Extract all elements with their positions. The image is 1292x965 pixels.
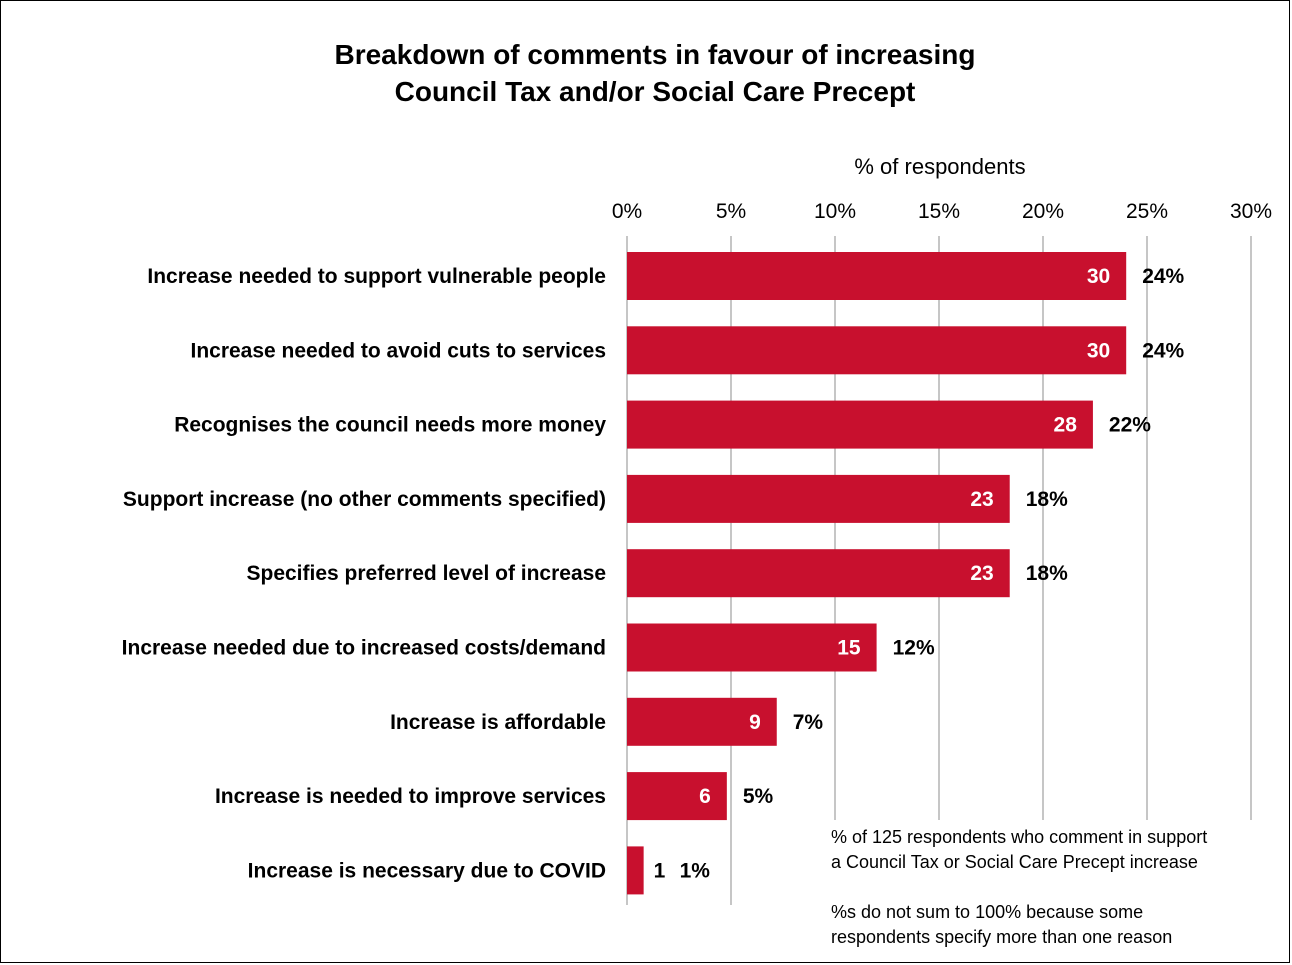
category-label: Support increase (no other comments spec… [123,488,606,511]
bar-count-label: 15 [837,637,861,660]
x-tick-label: 15% [918,200,960,223]
bar [627,623,877,672]
bar [627,697,777,746]
bar-percent-label: 24% [1142,265,1184,288]
bar [627,252,1127,300]
category-label: Increase needed due to increased costs/d… [122,637,606,660]
bar-percent-label: 1% [680,859,711,882]
bar-count-label: 23 [970,562,993,585]
bar-layer: Increase needed to support vulnerable pe… [122,252,1185,895]
bar-percent-label: 18% [1026,488,1068,511]
bar-count-label: 1 [654,859,666,882]
bar-percent-label: 7% [793,711,824,734]
chart-title-line-2: Council Tax and/or Social Care Precept [395,76,916,107]
bar-percent-label: 5% [743,785,774,808]
x-tick-label: 30% [1230,200,1272,223]
bar-count-label: 23 [970,488,993,511]
note-layer: % of 125 respondents who comment in supp… [824,820,1286,955]
bar-count-label: 30 [1087,265,1110,288]
bar-count-label: 9 [749,711,761,734]
bar [627,400,1093,449]
bar [627,326,1127,375]
bar-count-label: 30 [1087,339,1110,362]
bar [627,772,727,821]
x-tick-label: 25% [1126,200,1168,223]
x-tick-label: 0% [612,200,642,223]
x-tick-label: 10% [814,200,856,223]
category-label: Increase needed to support vulnerable pe… [147,265,606,288]
bar [627,846,644,895]
footnote-line: respondents specify more than one reason [831,927,1172,947]
category-label: Recognises the council needs more money [174,414,606,437]
x-axis-title: % of respondents [854,154,1025,179]
footnote-line: % of 125 respondents who comment in supp… [831,827,1207,847]
tick-layer: 0% 5% 10% 15% 20% 25% 30% [612,200,1272,223]
x-tick-label: 20% [1022,200,1064,223]
bar-count-label: 6 [699,785,711,808]
category-label: Increase is needed to improve services [215,785,606,808]
bar-percent-label: 12% [893,637,935,660]
bar [627,549,1010,598]
bar [627,474,1010,523]
chart-title-line-1: Breakdown of comments in favour of incre… [334,39,975,70]
category-label: Specifies preferred level of increase [246,562,606,585]
category-label: Increase is affordable [390,711,606,734]
x-tick-label: 5% [716,200,746,223]
bar-percent-label: 18% [1026,562,1068,585]
footnote-line: %s do not sum to 100% because some [831,902,1143,922]
category-label: Increase is necessary due to COVID [248,859,606,882]
note-background [824,820,1286,955]
category-label: Increase needed to avoid cuts to service… [190,339,606,362]
bar-count-label: 28 [1054,414,1078,437]
bar-percent-label: 24% [1142,339,1184,362]
footnote-line: a Council Tax or Social Care Precept inc… [831,852,1198,872]
bar-percent-label: 22% [1109,414,1151,437]
